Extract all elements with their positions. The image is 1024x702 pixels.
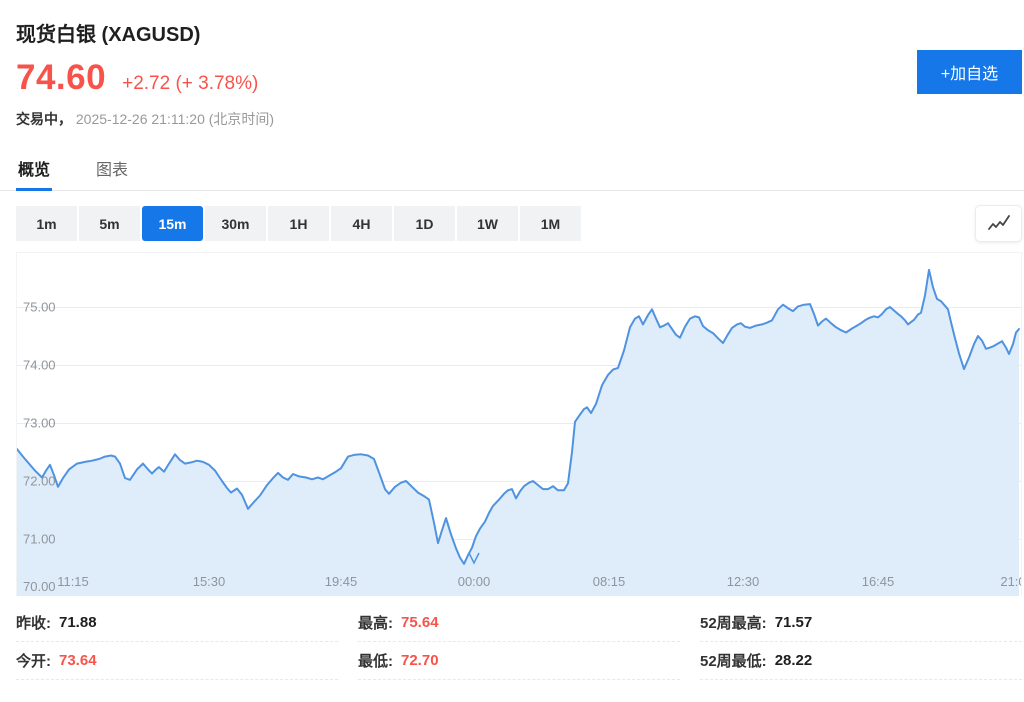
stat-label: 52周最低: xyxy=(700,653,767,670)
add-watchlist-button[interactable]: +加自选 xyxy=(917,50,1022,94)
x-axis-label: 12:30 xyxy=(727,574,760,589)
stat-label: 最高: xyxy=(358,615,393,632)
quote-timestamp: 2025-12-26 21:11:20 (北京时间) xyxy=(75,111,275,127)
y-axis-label: 73.00 xyxy=(23,416,56,431)
price-change: +2.72 (+ 3.78%) xyxy=(122,73,259,94)
y-axis-label: 74.00 xyxy=(23,358,56,373)
y-axis-label: 70.00 xyxy=(23,579,56,594)
timeframe-button-4h[interactable]: 4H xyxy=(331,206,392,241)
stat-value: 73.64 xyxy=(59,652,97,669)
x-axis-label: 19:45 xyxy=(325,574,358,589)
timeframe-button-1d[interactable]: 1D xyxy=(394,206,455,241)
y-axis-label: 72.00 xyxy=(23,474,56,489)
session-marker-icon xyxy=(468,552,480,565)
price-row: 74.60 +2.72 (+ 3.78%) xyxy=(16,58,258,98)
timeframe-button-30m[interactable]: 30m xyxy=(205,206,266,241)
x-axis-label: 15:30 xyxy=(193,574,226,589)
status-row: 交易中， 2025-12-26 21:11:20 (北京时间) xyxy=(16,109,274,129)
stat-row: 最低: 72.70 xyxy=(358,642,680,680)
timeframe-bar: 1m 5m 15m 30m 1H 4H 1D 1W 1M xyxy=(16,206,581,241)
stat-row: 52周最低: 28.22 xyxy=(700,642,1022,680)
timeframe-button-1w[interactable]: 1W xyxy=(457,206,518,241)
tab-bar: 概览 图表 xyxy=(0,152,1024,191)
stat-value: 75.64 xyxy=(401,614,439,631)
stat-value: 72.70 xyxy=(401,652,439,669)
stat-label: 昨收: xyxy=(16,615,51,632)
stat-row: 今开: 73.64 xyxy=(16,642,338,680)
timeframe-button-1h[interactable]: 1H xyxy=(268,206,329,241)
stat-row: 昨收: 71.88 xyxy=(16,604,338,642)
y-axis-label: 75.00 xyxy=(23,300,56,315)
price-chart[interactable]: 75.00 74.00 73.00 72.00 71.00 70.00 11:15 15:30… xyxy=(16,252,1022,596)
stat-label: 最低: xyxy=(358,653,393,670)
stats-grid: 昨收: 71.88 最高: 75.64 52周最高: 71.57 今开: 73.64 最低: 72… xyxy=(16,604,1022,680)
x-axis-label: 21:0 xyxy=(1000,574,1022,589)
timeframe-button-5m[interactable]: 5m xyxy=(79,206,140,241)
y-axis-label: 71.00 xyxy=(23,532,56,547)
chart-area xyxy=(17,269,1019,596)
x-axis-label: 11:15 xyxy=(57,574,89,589)
stat-label: 今开: xyxy=(16,653,51,670)
tab-chart[interactable]: 图表 xyxy=(96,162,129,179)
stat-row: 最高: 75.64 xyxy=(358,604,680,642)
timeframe-button-1m[interactable]: 1m xyxy=(16,206,77,241)
x-axis-label: 16:45 xyxy=(862,574,895,589)
stat-value: 71.88 xyxy=(59,614,97,631)
timeframe-button-15m[interactable]: 15m xyxy=(142,206,203,241)
chart-line xyxy=(17,268,1020,565)
stat-value: 71.57 xyxy=(774,614,813,631)
price-chart-svg[interactable]: 75.00 74.00 73.00 72.00 71.00 70.00 11:15 15:30… xyxy=(17,253,1022,596)
current-price: 74.60 xyxy=(16,58,107,97)
page-title: 现货白银 (XAGUSD) xyxy=(16,24,201,46)
timeframe-button-1m[interactable]: 1M xyxy=(520,206,581,241)
stat-label: 52周最高: xyxy=(700,615,767,632)
stat-value: 28.22 xyxy=(774,652,813,669)
x-axis-label: 00:00 xyxy=(458,574,491,589)
chart-type-button[interactable] xyxy=(975,205,1022,242)
tab-overview[interactable]: 概览 xyxy=(16,152,53,191)
trading-status-label: 交易中， xyxy=(16,111,72,127)
line-chart-icon xyxy=(987,214,1010,230)
stat-row: 52周最高: 71.57 xyxy=(700,604,1022,642)
x-axis-label: 08:15 xyxy=(593,574,626,589)
